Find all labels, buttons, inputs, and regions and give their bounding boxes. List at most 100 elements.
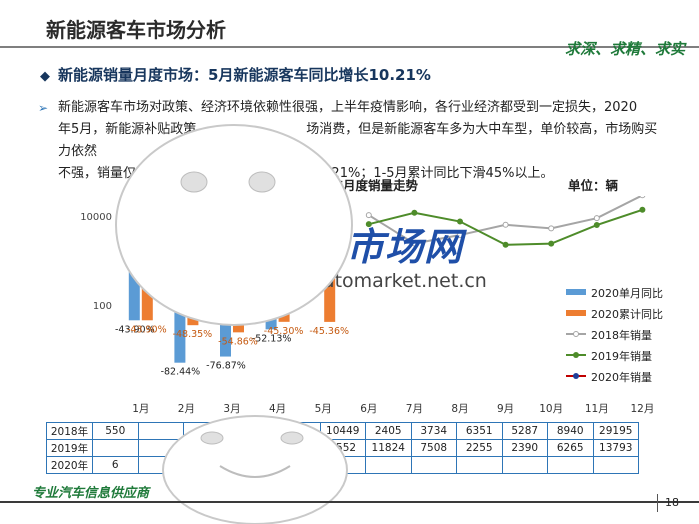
x-tick-label: 10月 [539, 403, 563, 415]
chart-legend: 2020单月同比 2020累计同比 2018年销量 2019年销量 2020年销… [566, 283, 696, 388]
subhead-text: 新能源销量月度市场：5月新能源客车同比增长10.21% [58, 66, 431, 84]
legend-label: 2020单月同比 [591, 287, 663, 300]
y-tick-label: 10000 [80, 212, 112, 223]
table-cell [92, 439, 139, 457]
table-cell: 6265 [547, 439, 594, 457]
slogan: 求深、求精、求实 [564, 40, 685, 58]
bar-data-label: -52.13% [252, 333, 292, 344]
footer-tagline: 专业汽车信息供应商 [32, 486, 150, 501]
paragraph-line-2a: 年5月，新能源补贴政策 [58, 122, 197, 137]
series-point [593, 215, 600, 222]
table-cell: 13793 [592, 439, 639, 457]
table-cell: 2255 [456, 439, 503, 457]
page-title: 新能源客车市场分析 [46, 18, 226, 42]
legend-label: 2018年销量 [591, 329, 652, 342]
table-cell: 3734 [410, 422, 457, 440]
legend-marker [573, 373, 579, 379]
series-point [411, 209, 418, 216]
x-tick-label: 9月 [497, 403, 514, 415]
x-tick-label: 11月 [585, 403, 609, 415]
table-cell: 2390 [501, 439, 548, 457]
series-point [548, 225, 555, 232]
legend-label: 2019年销量 [591, 350, 652, 363]
paragraph-line-3b: 0.21%；1-5月累计同比下滑45%以上。 [319, 166, 554, 181]
title-divider [0, 46, 699, 48]
bar-data-label: -43.90% [127, 324, 167, 335]
table-cell: 8940 [547, 422, 594, 440]
bar [141, 272, 153, 321]
x-tick-label: 6月 [360, 403, 377, 415]
series-point [639, 206, 646, 213]
table-cell: 550 [92, 422, 139, 440]
table-cell: 7508 [410, 439, 457, 457]
bar-data-label: -45.36% [309, 326, 349, 337]
series-point [457, 232, 463, 239]
page-number: 18 [665, 496, 679, 509]
series-point [457, 218, 463, 225]
x-tick-label: 3月 [223, 403, 240, 415]
chart-unit: 单位：辆 [568, 178, 619, 193]
legend-item-2018-sales: 2018年销量 [566, 325, 696, 346]
series-point [639, 196, 646, 199]
paragraph-line-3: 不强，销量仅为 0.21%；1-5月累计同比下滑45%以上。 [38, 163, 668, 185]
legend-item-2020-cumulative-yoy: 2020累计同比 [566, 304, 696, 325]
series-point [548, 240, 555, 247]
paragraph-line-2b: 场消费，但是新能源客车多为大中车型，单价较高，市场购买力依然 [58, 122, 658, 159]
series-point [411, 240, 418, 247]
legend-label: 2020年销量 [591, 371, 652, 384]
table-cell [410, 456, 457, 474]
footer-divider [0, 501, 699, 503]
table-cell: 6 [92, 456, 139, 474]
paragraph-line-1: 新能源客车市场对政策、经济环境依赖性很强，上半年疫情影响，各行业经济都受到一定损… [58, 100, 638, 115]
table-cell [365, 456, 412, 474]
bar [128, 272, 140, 321]
legend-marker [573, 331, 579, 337]
series-point [365, 221, 372, 228]
arrow-bullet-icon: ➢ [38, 101, 49, 115]
legend-swatch [566, 310, 586, 316]
bar [174, 272, 186, 363]
series-point [365, 212, 372, 219]
bar-data-label: -43.90% [115, 324, 155, 335]
table-cell: 5287 [501, 422, 548, 440]
legend-label: 2020累计同比 [591, 308, 663, 321]
bar-data-label: -76.87% [206, 361, 246, 372]
analysis-paragraph: ➢ 新能源客车市场对政策、经济环境依赖性很强，上半年疫情影响，各行业经济都受到一… [38, 97, 668, 185]
table-cell [547, 456, 594, 474]
x-tick-label: 4月 [269, 403, 286, 415]
bar-data-label: -45.30% [264, 326, 304, 337]
row-header: 2018年 [46, 422, 93, 440]
section-subhead: ◆ 新能源销量月度市场：5月新能源客车同比增长10.21% [40, 64, 431, 85]
paragraph-line-2: 年5月，新能源补贴政策 场消费，但是新能源客车多为大中车型，单价较高，市场购买力依… [38, 119, 668, 163]
legend-item-2020-sales: 2020年销量 [566, 367, 696, 388]
table-cell: 2405 [365, 422, 412, 440]
y-tick-label: 100 [93, 301, 112, 312]
table-cell: 11824 [365, 439, 412, 457]
series-point [593, 222, 600, 229]
legend-item-2019-sales: 2019年销量 [566, 346, 696, 367]
legend-swatch [566, 289, 586, 295]
x-tick-label: 2月 [178, 403, 195, 415]
x-tick-label: 5月 [315, 403, 332, 415]
face-overlay-bottom [162, 415, 348, 524]
title-bar: 新能源客车市场分析 [0, 0, 699, 50]
face-overlay-top [115, 124, 353, 326]
x-tick-label: 7月 [406, 403, 423, 415]
table-cell [456, 456, 503, 474]
bar-data-label: -82.44% [161, 367, 201, 378]
diamond-bullet-icon: ◆ [40, 69, 50, 84]
bar-data-label: -48.35% [173, 329, 213, 340]
x-tick-label: 1月 [132, 403, 149, 415]
legend-item-2020-monthly-yoy: 2020单月同比 [566, 283, 696, 304]
row-header: 2020年 [46, 456, 93, 474]
bar-data-label: -54.86% [218, 336, 258, 347]
table-cell [501, 456, 548, 474]
series-point [502, 241, 509, 248]
bar [324, 272, 336, 322]
row-header: 2019年 [46, 439, 93, 457]
paragraph-line-3a: 不强，销量仅为 [58, 166, 150, 181]
series-point [502, 221, 509, 228]
x-tick-label: 12月 [630, 403, 654, 415]
table-cell: 10449 [319, 422, 366, 440]
x-tick-label: 8月 [451, 403, 468, 415]
